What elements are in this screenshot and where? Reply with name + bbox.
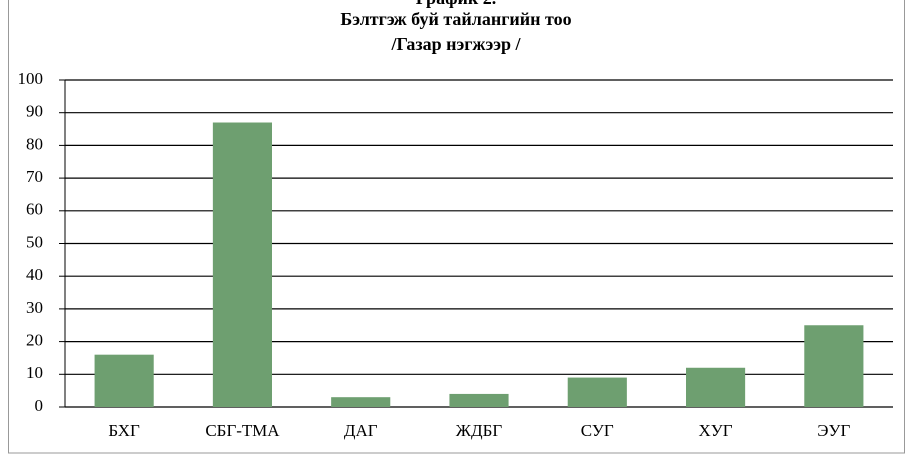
bar [567,377,627,407]
x-tick-label: ХУГ [698,421,732,440]
y-tick-label: 30 [26,298,43,317]
bar [449,393,509,407]
bar [331,397,391,407]
y-tick-label: 90 [26,102,43,121]
y-tick-label: 100 [18,69,44,88]
chart-subtitle: /Газар нэгжээр / [390,34,521,54]
x-tick-label: БХГ [108,421,140,440]
bar [686,367,746,407]
y-tick-label: 60 [26,200,43,219]
chart-caption: График 2. [416,0,497,8]
y-tick-label: 40 [26,265,43,284]
y-tick-label: 70 [26,167,43,186]
y-tick-label: 10 [26,363,43,382]
bar [212,122,272,407]
chart-title: Бэлтгэж буй тайлангийн тоо [340,9,571,29]
y-tick-label: 20 [26,331,43,350]
y-tick-label: 80 [26,134,43,153]
bar [94,354,154,407]
x-tick-label: ЖДБГ [456,421,503,440]
x-tick-label: ЭУГ [817,421,850,440]
chart-border [8,0,905,454]
x-tick-label: СБГ-ТМА [205,421,280,440]
x-tick-label: ДАГ [344,421,378,440]
y-tick-label: 0 [35,396,44,415]
bar [804,325,864,407]
x-tick-label: СУГ [581,421,614,440]
y-tick-label: 50 [26,232,43,251]
